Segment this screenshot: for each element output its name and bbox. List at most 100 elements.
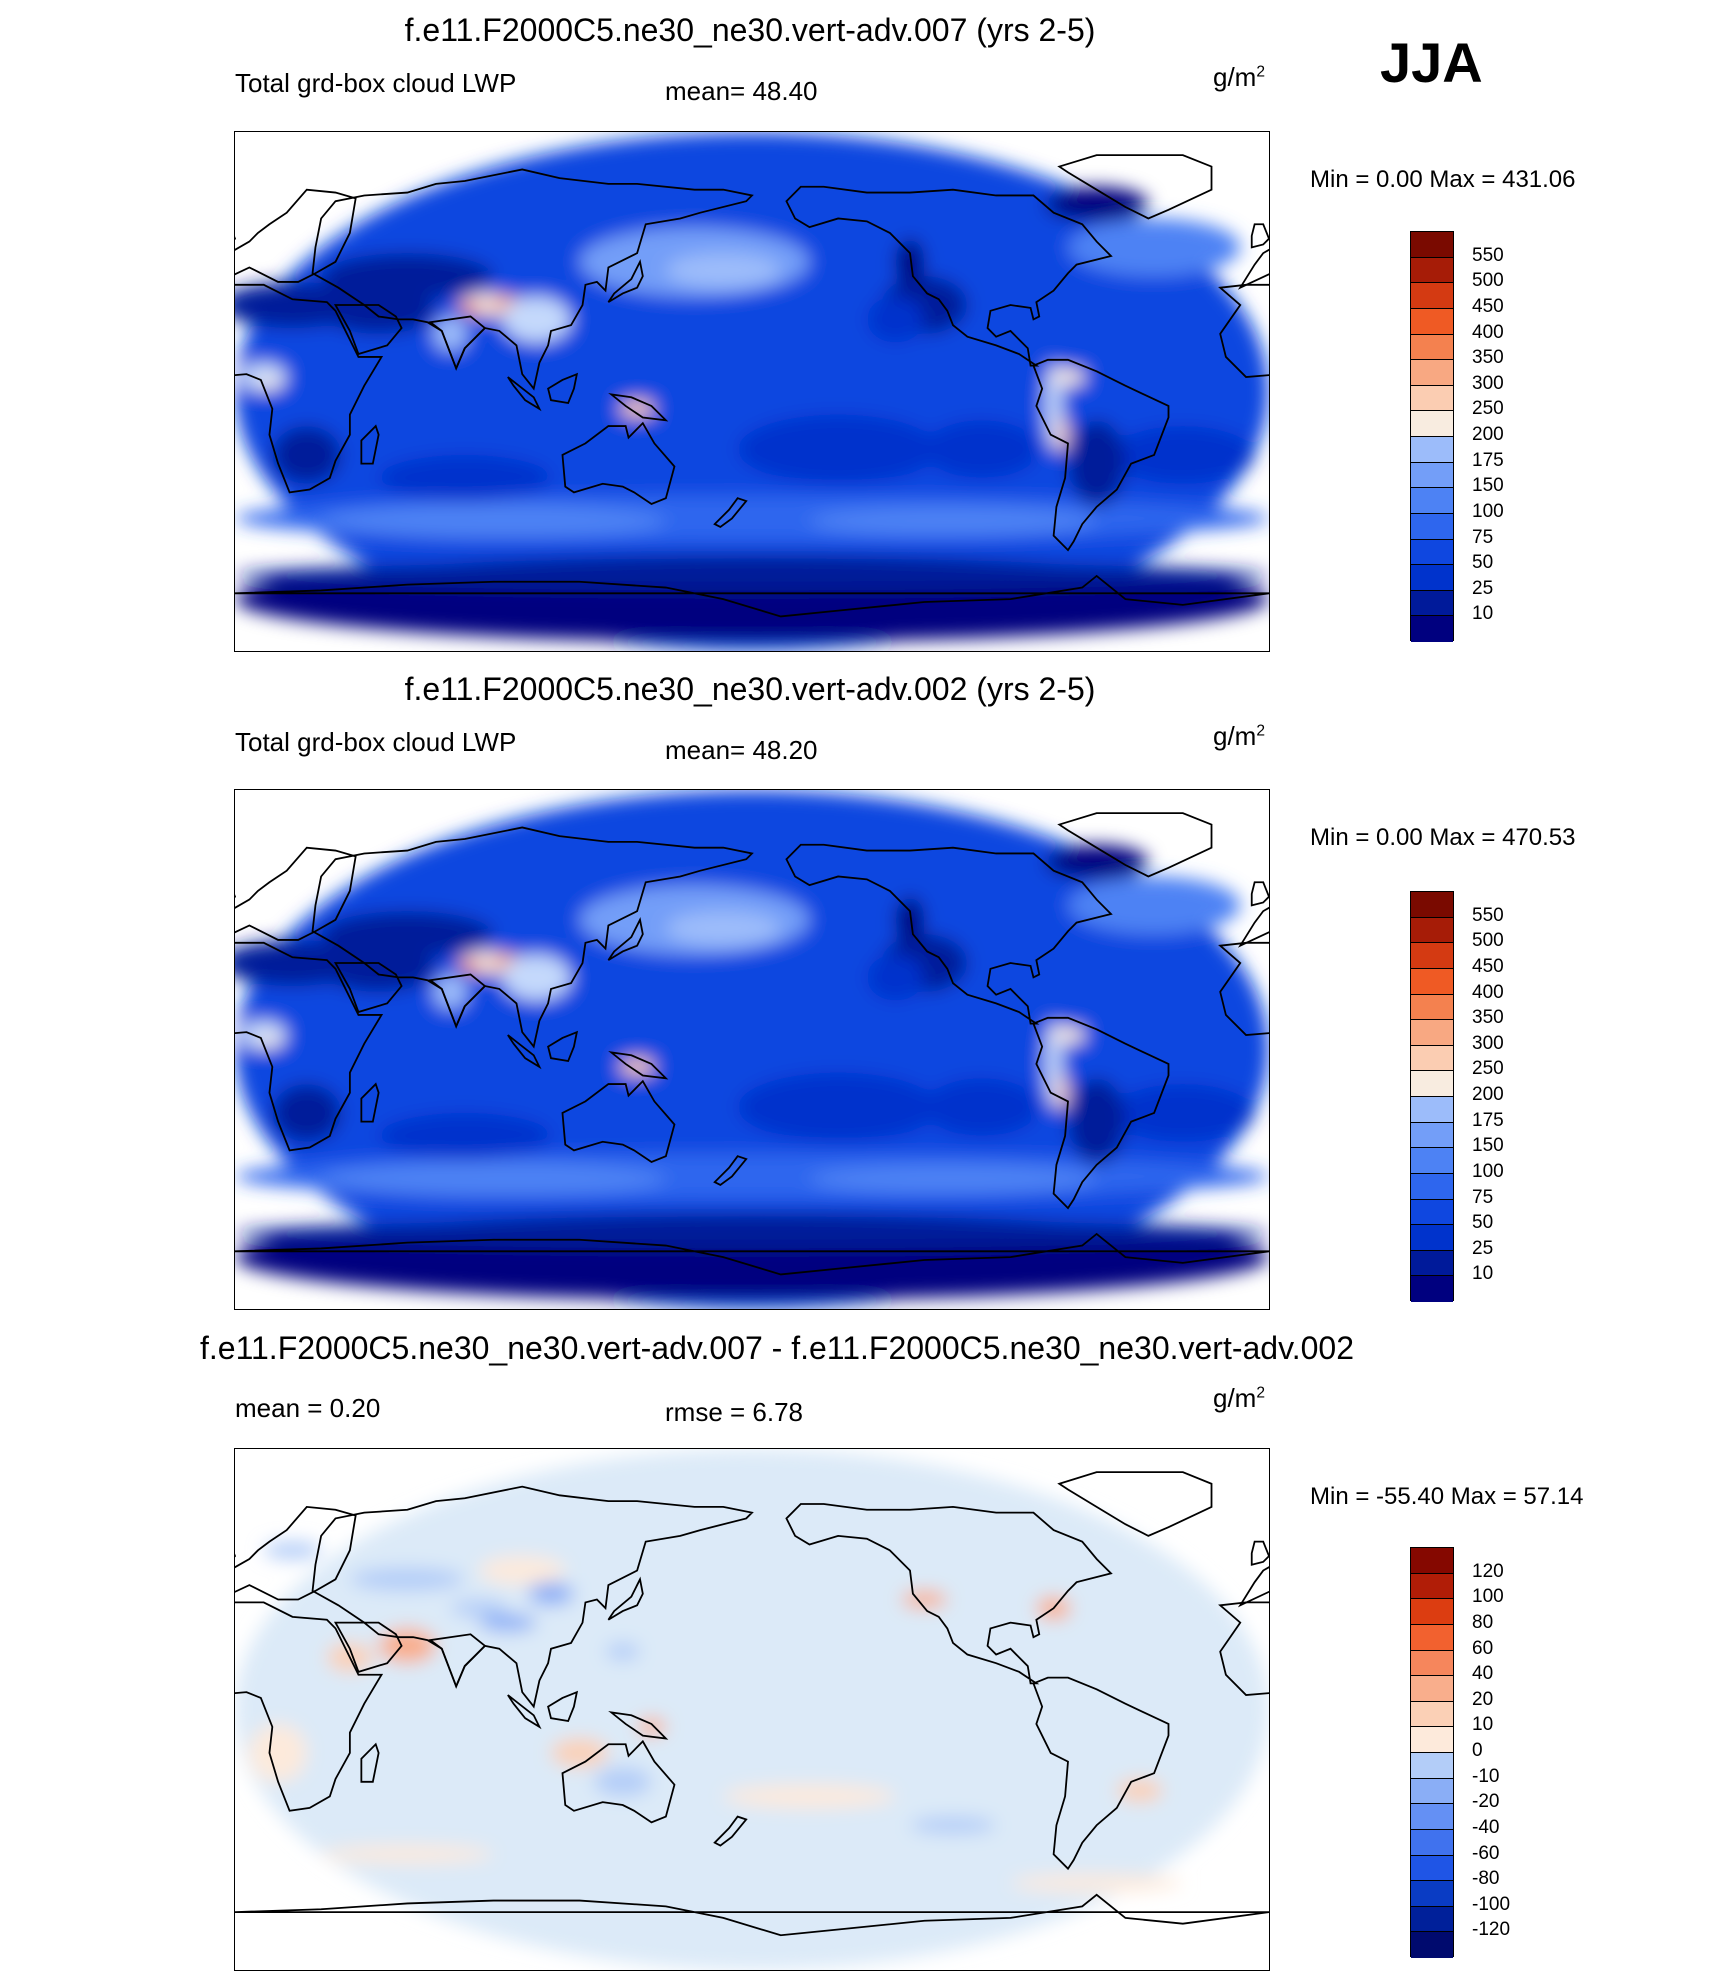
colorbar-segment bbox=[1411, 1932, 1453, 1958]
field-patch bbox=[235, 1449, 1269, 1970]
colorbar-segment bbox=[1411, 1020, 1453, 1046]
colorbar-tick-label: 10 bbox=[1472, 603, 1494, 625]
field-patch bbox=[1111, 1084, 1255, 1142]
colorbar-tick-label: 200 bbox=[1472, 424, 1504, 445]
field-patch bbox=[263, 1541, 322, 1559]
field-patch bbox=[619, 400, 655, 418]
field-patch bbox=[349, 1567, 465, 1591]
coastline-arabia bbox=[333, 304, 403, 356]
colorbar-segment bbox=[1411, 1753, 1453, 1779]
coastline-japan bbox=[607, 1576, 644, 1621]
colorbar-segment bbox=[1411, 943, 1453, 969]
coastline-australia bbox=[561, 421, 676, 505]
colorbar-tick-label: 50 bbox=[1472, 552, 1494, 574]
coastline-uk bbox=[1250, 223, 1269, 249]
field-patch bbox=[502, 296, 572, 343]
field-patch bbox=[235, 561, 1269, 591]
colorbar-segment bbox=[1411, 539, 1453, 566]
units-exponent: 2 bbox=[1256, 63, 1266, 81]
field-patch bbox=[619, 1058, 655, 1076]
field-patch bbox=[321, 1845, 494, 1863]
colorbar-segment bbox=[1411, 1225, 1453, 1251]
colorbar-tick-label: 200 bbox=[1472, 1084, 1504, 1105]
field-patch bbox=[605, 1642, 640, 1661]
colorbar-tick-label: 175 bbox=[1472, 449, 1504, 471]
field-patch bbox=[249, 1723, 307, 1782]
coastline-europe bbox=[235, 188, 357, 283]
world-map bbox=[235, 790, 1269, 1309]
units-text: g/m bbox=[1213, 721, 1257, 751]
colorbar-segment bbox=[1411, 1829, 1453, 1856]
field-patch bbox=[909, 1816, 997, 1834]
world-map bbox=[235, 132, 1269, 651]
colorbar-tick-label: 150 bbox=[1472, 475, 1504, 497]
field-patch bbox=[321, 503, 666, 539]
coastline-namerica bbox=[785, 843, 1113, 1025]
coastline-uk bbox=[1250, 1540, 1269, 1566]
mean-label: mean= 48.20 bbox=[665, 735, 818, 765]
colorbar-segment bbox=[1411, 437, 1453, 463]
coastline-australia bbox=[561, 1739, 676, 1824]
field-patch bbox=[723, 1784, 896, 1808]
colorbar-tick-label: 150 bbox=[1472, 1135, 1504, 1157]
colorbar-tick-label: 20 bbox=[1472, 1688, 1494, 1710]
coastline-africa bbox=[235, 283, 384, 494]
colorbar-tick-label: 75 bbox=[1472, 526, 1494, 548]
coastline-samerica bbox=[1032, 1016, 1170, 1210]
colorbar-tick-label: -40 bbox=[1472, 1816, 1500, 1838]
coastline-antarctica bbox=[235, 1232, 1269, 1276]
coastline-europe bbox=[235, 846, 357, 941]
colorbar-segment bbox=[1411, 1804, 1453, 1830]
colorbar bbox=[1410, 231, 1454, 642]
field-patch bbox=[479, 1556, 566, 1586]
colorbar-tick-label: 350 bbox=[1472, 347, 1504, 369]
colorbar-segment bbox=[1411, 1778, 1453, 1805]
colorbar-segment bbox=[1411, 385, 1453, 412]
field-patch bbox=[1067, 218, 1241, 277]
coastline-nz bbox=[713, 1155, 748, 1187]
colorbar-tick-label: 300 bbox=[1472, 372, 1504, 394]
coastline-africa bbox=[1218, 283, 1269, 378]
colorbar-tick-label: 75 bbox=[1472, 1186, 1494, 1208]
colorbar-segment bbox=[1411, 513, 1453, 540]
colorbar bbox=[1410, 891, 1454, 1302]
units-label: g/m2 bbox=[1213, 721, 1265, 752]
field-patch bbox=[459, 960, 483, 972]
colorbar-tick-label: 400 bbox=[1472, 981, 1504, 1003]
colorbar-segment bbox=[1411, 892, 1453, 918]
field-patch bbox=[550, 1738, 609, 1768]
field-patch bbox=[378, 454, 551, 502]
coastline-newguinea bbox=[608, 1051, 669, 1080]
coastline-arabia bbox=[333, 962, 403, 1014]
coastline-nz bbox=[713, 497, 748, 529]
field-patch bbox=[321, 253, 494, 300]
coastline-europe bbox=[1237, 906, 1269, 948]
colorbar-segment bbox=[1411, 360, 1453, 386]
variable-label: Total grd-box cloud LWP bbox=[235, 68, 517, 98]
colorbar-segment bbox=[1411, 968, 1453, 995]
colorbar-tick-label: 50 bbox=[1472, 1212, 1494, 1234]
units-text: g/m bbox=[1213, 62, 1257, 92]
coastline-india bbox=[428, 973, 487, 1029]
field-patch bbox=[1116, 1778, 1163, 1803]
min-max-label: Min = 0.00 Max = 431.06 bbox=[1310, 166, 1576, 193]
coastline-antarctica bbox=[235, 574, 1269, 618]
colorbar-segment bbox=[1411, 1881, 1453, 1907]
colorbar-segment bbox=[1411, 1173, 1453, 1200]
colorbar-segment bbox=[1411, 1855, 1453, 1882]
colorbar bbox=[1410, 1547, 1454, 1958]
units-exponent: 2 bbox=[1256, 1384, 1266, 1402]
colorbar-tick-label: 40 bbox=[1472, 1663, 1494, 1685]
diff-mean-label: mean = 0.20 bbox=[235, 1393, 381, 1423]
colorbar-segment bbox=[1411, 1071, 1453, 1097]
field-patch bbox=[895, 896, 925, 943]
field-patch bbox=[378, 1628, 437, 1664]
field-patch bbox=[433, 974, 468, 1010]
colorbar-tick-label: 100 bbox=[1472, 1586, 1504, 1608]
coastline-namerica bbox=[785, 185, 1113, 367]
colorbar-tick-label: 350 bbox=[1472, 1007, 1504, 1029]
colorbar-tick-label: 25 bbox=[1472, 1237, 1494, 1259]
field-patch bbox=[924, 1078, 1040, 1136]
min-max-label: Min = -55.40 Max = 57.14 bbox=[1310, 1483, 1584, 1510]
colorbar-tick-label: 300 bbox=[1472, 1032, 1504, 1054]
